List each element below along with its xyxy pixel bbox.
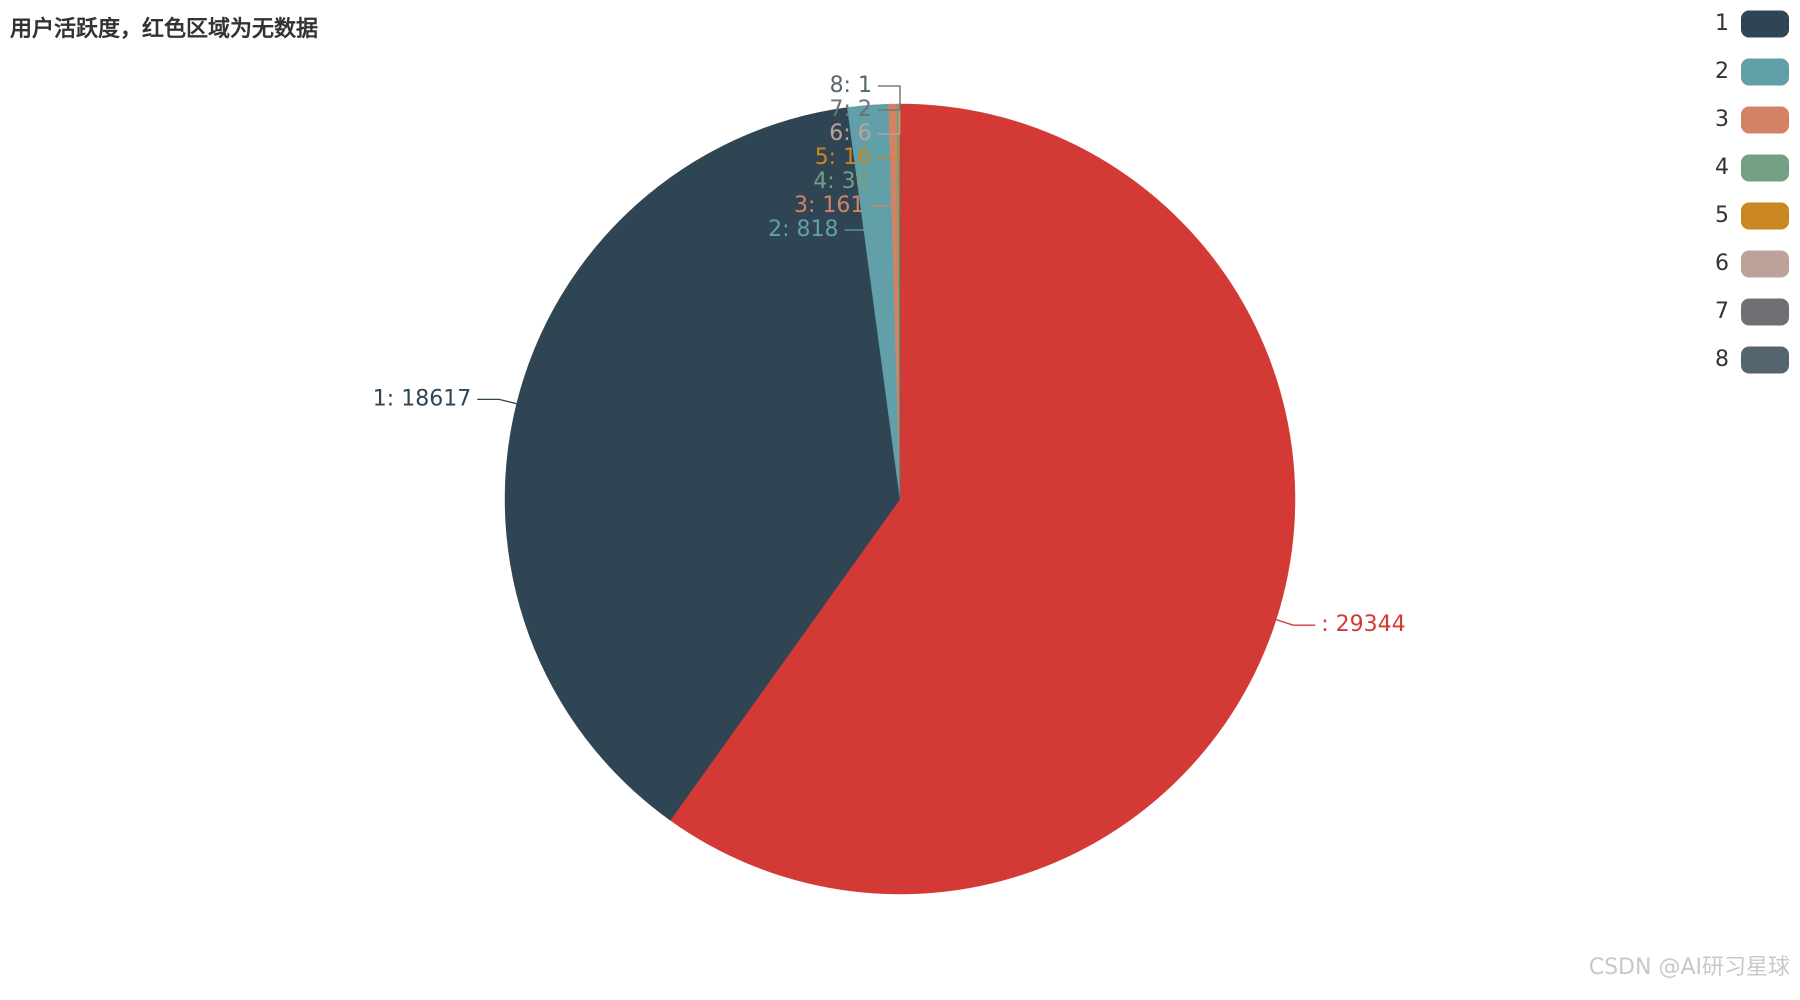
data-label: : 29344: [1321, 612, 1405, 637]
data-label: 5: 16: [815, 145, 871, 170]
pie-slice: [504, 107, 901, 821]
data-label: 7: 2: [829, 97, 871, 122]
chart-title: 用户活跃度，红色区域为无数据: [10, 16, 318, 42]
legend-swatch: [1741, 250, 1789, 278]
legend-label: 5: [1715, 203, 1729, 228]
legend-swatch: [1741, 202, 1789, 230]
label-line: [877, 85, 901, 105]
legend-label: 3: [1715, 107, 1729, 132]
legend-swatch: [1741, 154, 1789, 182]
data-label: 1: 18617: [373, 386, 471, 411]
legend-label: 7: [1715, 299, 1729, 324]
legend-label: 6: [1715, 251, 1729, 276]
data-label: 4: 38: [813, 169, 869, 194]
legend-label: 2: [1715, 59, 1729, 84]
label-line: [870, 104, 894, 207]
legend-swatch: [1741, 10, 1789, 38]
data-label: 3: 161: [794, 193, 864, 218]
legend-swatch: [1741, 346, 1789, 374]
label-line: [877, 103, 901, 135]
pie-slice: [669, 103, 1296, 895]
data-label: 8: 1: [830, 73, 872, 98]
legend-label: 1: [1715, 11, 1729, 36]
legend-label: 8: [1715, 347, 1729, 372]
watermark: CSDN @AI研习星球: [1589, 955, 1790, 980]
data-label: 2: 818: [768, 217, 838, 242]
legend-swatch: [1741, 58, 1789, 86]
label-line: [844, 105, 869, 231]
legend-swatch: [1741, 298, 1789, 326]
legend-swatch: [1741, 106, 1789, 134]
label-line: [877, 103, 901, 111]
label-line: [875, 104, 899, 183]
data-label: 6: 6: [829, 121, 871, 146]
legend-label: 4: [1715, 155, 1729, 180]
label-line: [477, 398, 517, 405]
label-line: [1275, 619, 1316, 626]
